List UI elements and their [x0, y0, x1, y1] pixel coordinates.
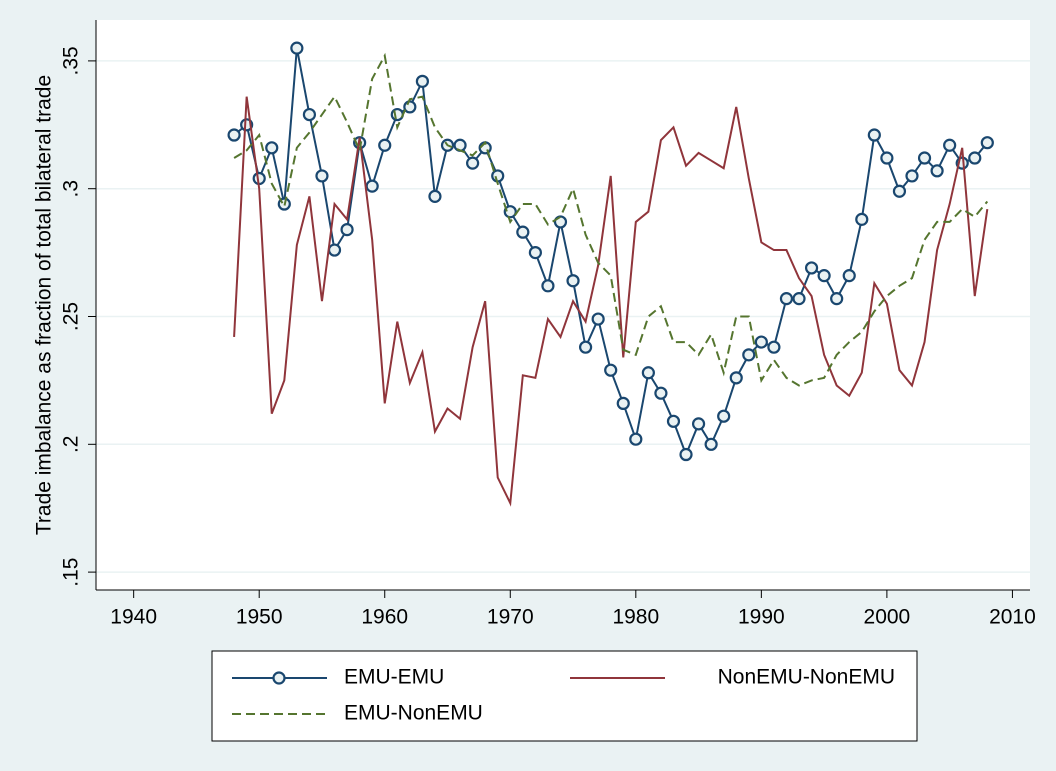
point	[792, 292, 806, 306]
point	[327, 243, 342, 257]
point	[227, 128, 241, 142]
x-tick-label: 2000	[864, 606, 911, 629]
point	[717, 409, 731, 423]
point	[541, 279, 555, 293]
legend-marker	[272, 671, 286, 685]
point	[905, 169, 919, 183]
point	[830, 292, 844, 306]
point	[930, 164, 944, 178]
x-tick-label: 1960	[361, 606, 408, 629]
point	[804, 261, 819, 275]
y-tick-label: .25	[60, 302, 83, 331]
point	[290, 41, 304, 55]
point	[491, 169, 505, 183]
point	[817, 269, 831, 283]
point	[968, 151, 982, 165]
point	[855, 212, 869, 226]
x-tick-label: 2010	[989, 606, 1036, 629]
point	[566, 274, 580, 288]
point	[867, 128, 881, 142]
point	[591, 312, 605, 326]
plot-area	[96, 20, 1030, 590]
point	[980, 136, 994, 150]
y-axis-title: Trade imbalance as fraction of total bil…	[33, 75, 56, 535]
legend-label: EMU-NonEMU	[344, 702, 483, 725]
x-tick-label: 1970	[487, 606, 534, 629]
x-tick-label: 1990	[738, 606, 785, 629]
point	[302, 107, 317, 122]
point	[679, 447, 693, 462]
legend-label: EMU-EMU	[344, 666, 444, 689]
point	[704, 437, 718, 451]
point	[754, 335, 768, 349]
point	[466, 156, 480, 170]
point	[880, 151, 894, 165]
point	[641, 366, 655, 380]
point	[691, 417, 706, 431]
point	[428, 189, 442, 203]
legend	[211, 650, 918, 742]
point	[315, 169, 329, 183]
point	[842, 269, 856, 283]
point	[742, 348, 756, 362]
point	[943, 138, 957, 152]
point	[378, 138, 392, 152]
x-tick-label: 1980	[612, 606, 659, 629]
point	[578, 340, 593, 354]
point	[616, 396, 630, 411]
point	[629, 432, 643, 446]
point	[604, 363, 618, 377]
point	[453, 138, 467, 152]
point	[666, 414, 681, 428]
point	[403, 100, 417, 114]
x-tick-label: 1940	[110, 606, 157, 629]
y-tick-label: .35	[60, 46, 83, 75]
y-tick-label: .2	[60, 436, 83, 454]
series-line	[233, 96, 989, 507]
point	[917, 151, 932, 165]
point	[779, 292, 794, 306]
point	[503, 205, 517, 219]
point	[516, 225, 530, 239]
point	[892, 184, 907, 198]
y-tick-label: .15	[60, 558, 83, 587]
point	[528, 246, 542, 260]
point	[654, 386, 668, 400]
point	[767, 340, 781, 354]
x-tick-label: 1950	[236, 606, 283, 629]
legend-label: NonEMU-NonEMU	[718, 666, 895, 689]
point	[340, 222, 354, 237]
point	[415, 74, 429, 88]
point	[265, 141, 279, 155]
point	[729, 371, 743, 385]
point	[365, 179, 379, 193]
y-tick-label: .3	[60, 180, 83, 198]
